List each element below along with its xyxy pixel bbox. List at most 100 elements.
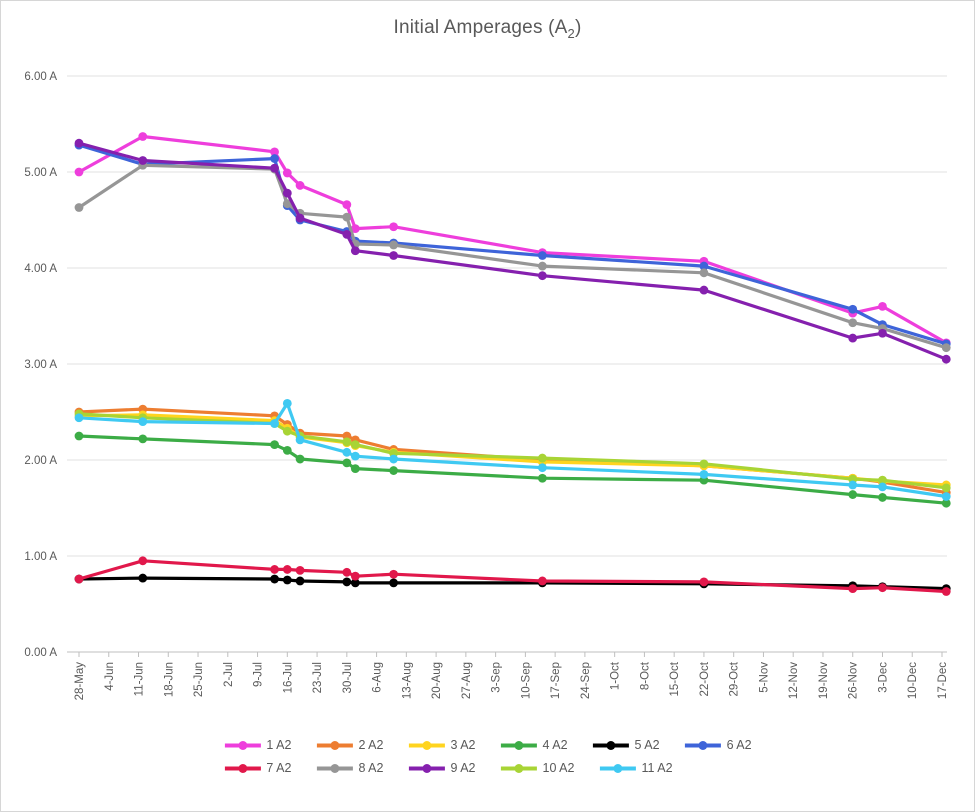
x-axis-label: 13-Aug (401, 662, 413, 699)
x-axis-label: 5-Nov (758, 662, 770, 693)
legend-line-dot-icon (224, 763, 261, 773)
y-axis-label: 0.00 A (24, 647, 57, 659)
series-marker-10-a2 (878, 475, 887, 485)
legend-item-8-a2[interactable]: 8 A2 (315, 761, 383, 775)
series-marker-10-a2 (342, 437, 352, 447)
legend-label-7-a2: 7 A2 (266, 761, 292, 775)
series-marker-7-a2 (74, 574, 84, 584)
legend-item-2-a2[interactable]: 2 A2 (315, 738, 383, 752)
series-marker-11-a2 (878, 482, 887, 492)
legend-label-2-a2: 2 A2 (358, 738, 384, 752)
x-axis-label: 18-Jun (163, 662, 175, 697)
x-axis-label: 17-Sep (550, 662, 562, 699)
series-marker-10-a2 (350, 440, 360, 450)
series-marker-1-a2 (138, 132, 148, 141)
series-marker-7-a2 (342, 567, 352, 577)
legend-label-3-a2: 3 A2 (450, 738, 476, 752)
series-line-9-a2 (77, 141, 948, 361)
series-marker-11-a2 (270, 419, 279, 428)
series-marker-9-a2 (389, 251, 398, 260)
x-axis-label: 22-Oct (699, 661, 711, 696)
series-marker-5-a2 (342, 577, 352, 587)
legend-line-dot-icon (599, 763, 636, 773)
series-marker-10-a2 (282, 426, 292, 436)
series-marker-7-a2 (537, 576, 547, 586)
legend-row: 7 A2 8 A2 9 A2 10 A2 11 A2 (223, 761, 673, 775)
legend-line-dot-icon (316, 763, 353, 773)
series-marker-11-a2 (282, 398, 292, 408)
series-marker-11-a2 (941, 492, 951, 501)
x-axis-label: 10-Sep (520, 662, 532, 699)
series-marker-7-a2 (848, 584, 858, 594)
series-marker-10-a2 (941, 483, 951, 493)
legend-line-dot-icon (408, 740, 445, 750)
series-marker-5-a2 (270, 574, 279, 584)
legend-label-1-a2: 1 A2 (266, 738, 292, 752)
legend-item-6-a2[interactable]: 6 A2 (684, 738, 752, 752)
series-marker-11-a2 (342, 447, 352, 457)
legend-label-6-a2: 6 A2 (726, 738, 752, 752)
series-marker-8-a2 (74, 203, 84, 212)
series-marker-1-a2 (878, 302, 887, 311)
y-axis-label: 2.00 A (24, 455, 57, 467)
series-marker-11-a2 (537, 463, 547, 473)
series-marker-1-a2 (295, 181, 305, 190)
series-marker-1-a2 (74, 167, 84, 177)
x-axis-label: 30-Jul (342, 662, 354, 693)
series-marker-6-a2 (848, 304, 858, 314)
series-marker-9-a2 (270, 163, 279, 173)
y-axis-label: 1.00 A (24, 551, 57, 563)
series-marker-7-a2 (878, 583, 887, 593)
series-marker-1-a2 (342, 200, 352, 210)
series-marker-9-a2 (350, 246, 360, 256)
x-axis-label: 23-Jul (312, 662, 324, 693)
series-marker-8-a2 (848, 318, 858, 328)
chart-title-text: Initial Amperages (A (393, 17, 568, 38)
series-marker-8-a2 (699, 268, 709, 278)
legend-label-11-a2: 11 A2 (641, 761, 673, 775)
legend-item-9-a2[interactable]: 9 A2 (407, 761, 476, 775)
legend-line-dot-icon (224, 740, 261, 750)
legend-line-dot-icon (684, 740, 721, 750)
series-marker-9-a2 (295, 213, 305, 223)
series-line-6-a2 (77, 143, 948, 346)
legend-item-7-a2[interactable]: 7 A2 (223, 761, 291, 775)
x-axis-label: 11-Jun (134, 662, 146, 696)
series-marker-5-a2 (389, 578, 398, 588)
legend-item-1-a2[interactable]: 1 A2 (223, 738, 291, 752)
x-axis-label: 1-Oct (610, 661, 622, 690)
x-axis-label: 10-Dec (907, 662, 919, 699)
legend-line-dot-icon (500, 763, 537, 773)
legend-item-4-a2[interactable]: 4 A2 (500, 738, 568, 752)
series-marker-7-a2 (941, 587, 951, 596)
series-marker-1-a2 (350, 224, 360, 234)
x-axis-label: 3-Dec (877, 662, 889, 693)
series-marker-9-a2 (941, 354, 951, 364)
y-axis-label: 6.00 A (24, 71, 57, 83)
x-axis-label: 16-Jul (282, 662, 294, 693)
series-marker-4-a2 (295, 454, 305, 464)
series-marker-11-a2 (350, 451, 360, 461)
legend-item-3-a2[interactable]: 3 A2 (407, 738, 476, 752)
series-marker-11-a2 (699, 470, 709, 479)
series-line-8-a2 (77, 163, 948, 350)
series-marker-7-a2 (350, 571, 360, 581)
x-axis-label: 20-Aug (431, 662, 443, 699)
x-axis-label: 3-Sep (491, 662, 503, 693)
series-marker-4-a2 (848, 490, 858, 499)
series-marker-9-a2 (699, 285, 709, 295)
x-axis-label: 17-Dec (937, 662, 949, 699)
chart-title-suffix: ) (574, 17, 582, 38)
series-marker-4-a2 (389, 466, 398, 475)
series-marker-4-a2 (537, 473, 547, 483)
legend-label-5-a2: 5 A2 (634, 738, 660, 752)
legend-item-11-a2[interactable]: 11 A2 (598, 761, 673, 775)
legend-item-10-a2[interactable]: 10 A2 (500, 761, 574, 775)
series-marker-8-a2 (389, 240, 398, 250)
legend-item-5-a2[interactable]: 5 A2 (592, 738, 660, 752)
x-axis-label: 12-Nov (788, 662, 800, 699)
chart-legend: 1 A2 2 A2 3 A2 4 A2 5 A2 6 A2 7 A2 8 A2 9 A2 10 A… (223, 738, 752, 775)
series-line-4-a2 (77, 434, 948, 505)
series-marker-8-a2 (941, 343, 951, 353)
series-marker-4-a2 (941, 498, 951, 508)
